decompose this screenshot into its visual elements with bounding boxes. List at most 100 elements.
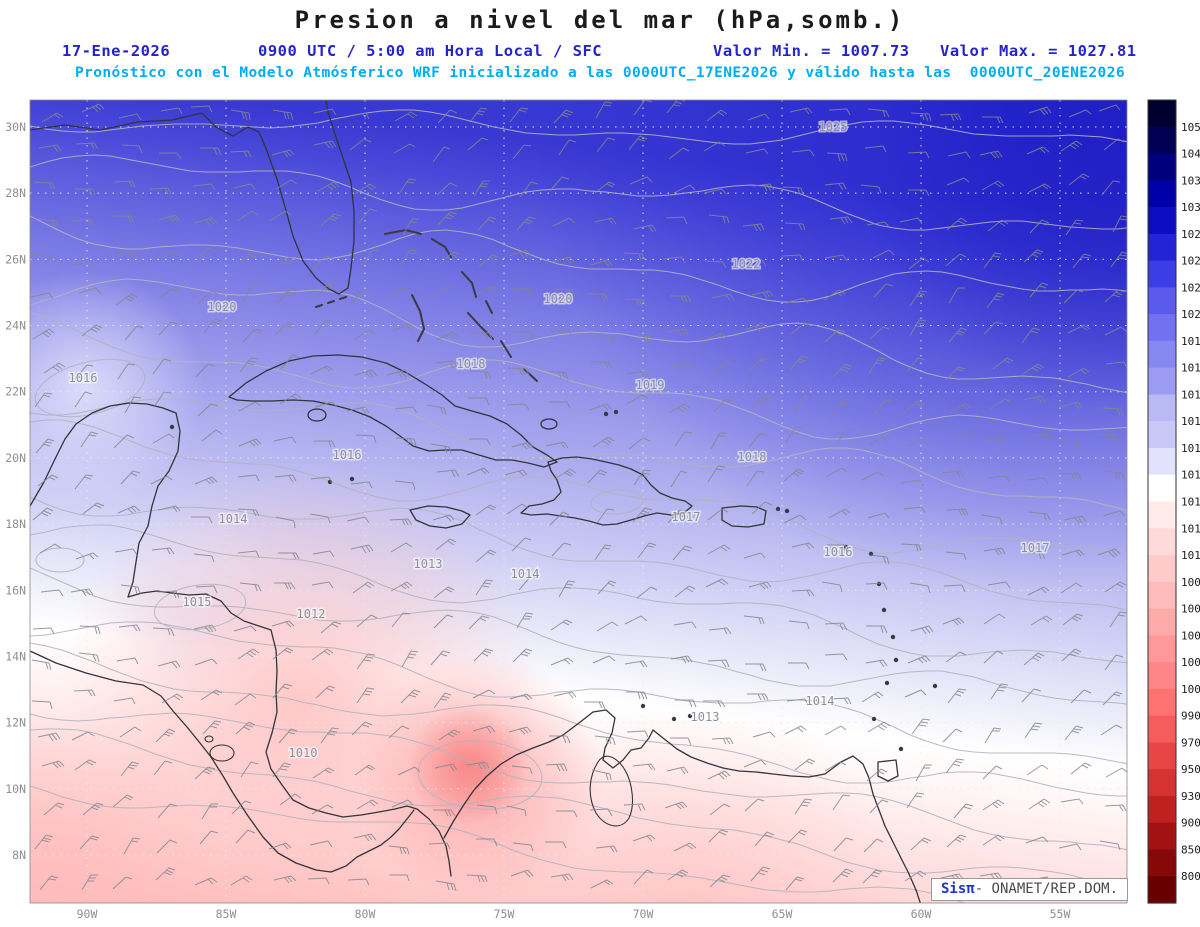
contour-label: 1013: [414, 557, 443, 571]
contour-label: 1015: [183, 595, 212, 609]
colorbar-label: 800: [1181, 870, 1200, 883]
colorbar-label: 1025: [1181, 255, 1200, 268]
isobar-pocket: [153, 583, 247, 631]
lon-label: 85W: [216, 907, 237, 921]
colorbar-label: 1020: [1181, 308, 1200, 321]
island-dot: [671, 716, 677, 722]
colorbar-segment: [1148, 394, 1176, 422]
colorbar-segment: [1148, 849, 1176, 877]
colorbar-label: 1008: [1181, 576, 1200, 589]
header-date: 17-Ene-2026: [62, 42, 171, 60]
lon-label: 55W: [1050, 907, 1071, 921]
lat-label: 30N: [5, 120, 26, 134]
isobar-line: [30, 621, 1127, 765]
island-dot: [603, 411, 609, 417]
colorbar-segment: [1148, 501, 1176, 529]
colorbar-segment: [1148, 340, 1176, 369]
header-max-value: Valor Max. = 1027.81: [940, 42, 1137, 60]
page-title: Presion a nivel del mar (hPa,somb.): [294, 6, 906, 34]
contour-label: 1020: [208, 300, 237, 314]
lat-label: 10N: [5, 782, 26, 796]
lat-label: 18N: [5, 517, 26, 531]
header-time: 0900 UTC / 5:00 am Hora Local / SFC: [258, 42, 603, 60]
isobar-line: [30, 419, 1127, 554]
header-datetime-row: 17-Ene-2026 0900 UTC / 5:00 am Hora Loca…: [0, 42, 1200, 62]
colorbar-segment: [1148, 555, 1176, 583]
lat-label: 24N: [5, 319, 26, 333]
wind-barbs: [30, 100, 1127, 892]
contour-label: 1014: [219, 512, 248, 526]
lon-label: 70W: [633, 907, 654, 921]
colorbar-label: 930: [1181, 790, 1200, 803]
colorbar-segment: [1148, 822, 1176, 851]
colorbar-segment: [1148, 314, 1176, 342]
colorbar-label: 1040: [1181, 148, 1200, 161]
contour-label: 1016: [69, 371, 98, 385]
contour-label: 1016: [824, 545, 853, 559]
coastline-cuba: [228, 354, 558, 468]
colorbar-label: 1010: [1181, 549, 1200, 562]
contour-label: 1018: [738, 450, 767, 464]
lon-label: 90W: [77, 907, 98, 921]
contour-label: 1012: [297, 607, 326, 621]
forecast-note: Pronóstico con el Modelo Atmósferico WRF…: [75, 65, 1125, 81]
contour-label: 1019: [636, 378, 665, 392]
colorbar-segment: [1148, 126, 1176, 155]
colorbar-segment: [1148, 769, 1176, 797]
colorbar-label: 950: [1181, 763, 1200, 776]
isobar-pocket: [34, 358, 146, 418]
island-dot: [687, 713, 693, 719]
lon-label: 60W: [911, 907, 932, 921]
contour-label: 1017: [672, 510, 701, 524]
colorbar-frame: [1147, 99, 1177, 904]
island-dot: [775, 506, 781, 512]
lat-label: 22N: [5, 385, 26, 399]
colorbar-segment: [1148, 207, 1176, 235]
colorbar-segment: [1148, 447, 1176, 476]
isobar-pocket: [590, 489, 644, 515]
colorbar-segment: [1148, 100, 1176, 128]
contour-label: 1022: [732, 257, 761, 271]
contour-label: 1010: [289, 746, 318, 760]
colorbar-segment: [1148, 528, 1176, 556]
lon-label: 80W: [355, 907, 376, 921]
isobar-line: [30, 312, 1127, 440]
contour-label: 1020: [544, 292, 573, 306]
colorbar-label: 990: [1181, 710, 1200, 723]
small-islands: [169, 409, 938, 752]
island-dot: [884, 680, 890, 686]
island-dot: [893, 657, 899, 663]
colorbar-segment: [1148, 474, 1176, 503]
lat-label: 28N: [5, 186, 26, 200]
isobar-line: [30, 712, 1127, 851]
colorbar-label: 1035: [1181, 174, 1200, 187]
colorbar-label: 1050: [1181, 121, 1200, 134]
colorbar: 1050 1040 1035 1030 1028 1025 1022 1020 1019 1018…: [1147, 99, 1200, 904]
colorbar-segment: [1148, 715, 1176, 743]
lat-label: 14N: [5, 649, 26, 663]
colorbar-segment: [1148, 795, 1176, 824]
contour-label: 1014: [511, 567, 540, 581]
colorbar-segment: [1148, 876, 1176, 904]
isobar-contours: [30, 109, 1127, 903]
colorbar-segment: [1148, 153, 1176, 181]
colorbar-label: 1000: [1181, 683, 1200, 696]
colorbar-label: 1015: [1181, 442, 1200, 455]
coastline-yucatan-central-america: [30, 402, 452, 877]
coastline-trinidad: [877, 759, 899, 782]
isobar-line: [30, 567, 1127, 705]
colorbar-segment: [1148, 608, 1176, 636]
colorbar-label: 1017: [1181, 388, 1200, 401]
credit-brand: Sisπ: [940, 881, 975, 897]
coastlines: [30, 100, 938, 903]
island-dot: [898, 746, 904, 752]
contour-label: 1017: [1021, 541, 1050, 555]
colorbar-label: 1012: [1181, 522, 1200, 535]
coastline-hispaniola: [520, 456, 693, 526]
lake-maracaibo: [589, 755, 634, 827]
colorbar-label: 970: [1181, 736, 1200, 749]
colorbar-label: 1002: [1181, 656, 1200, 669]
